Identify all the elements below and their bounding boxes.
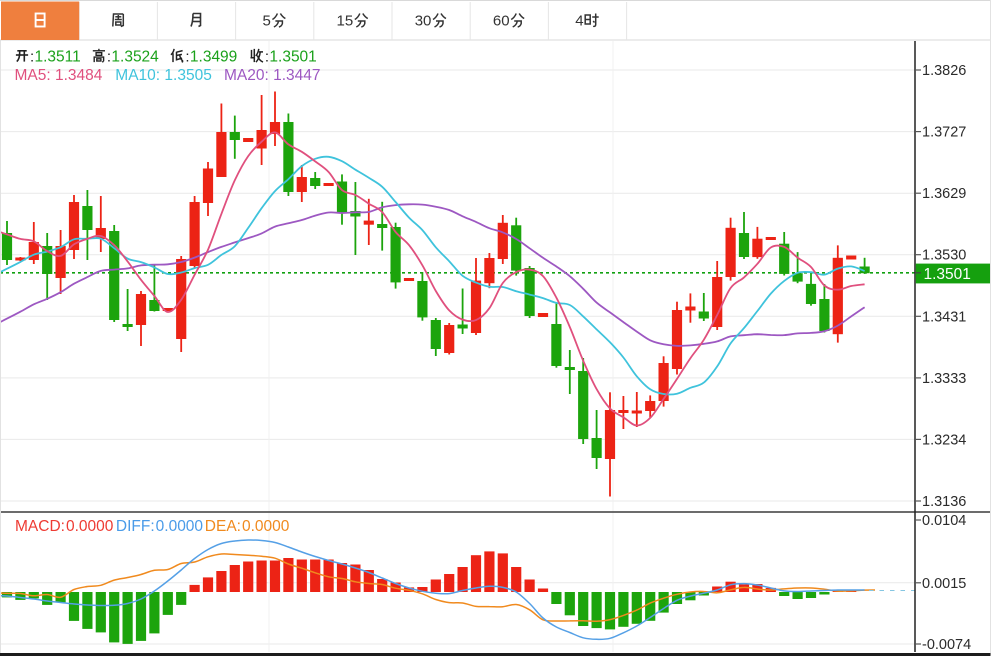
svg-text::: : (265, 49, 269, 66)
svg-text:MA10: 1.3505: MA10: 1.3505 (115, 67, 212, 84)
svg-text::: : (30, 49, 34, 66)
svg-text:1.3136: 1.3136 (922, 494, 966, 510)
svg-text:1.3524: 1.3524 (111, 49, 159, 66)
svg-text::: : (185, 49, 189, 66)
svg-text:0.0104: 0.0104 (922, 513, 966, 529)
svg-text:MA20: 1.3447: MA20: 1.3447 (224, 67, 321, 84)
svg-text:1.3727: 1.3727 (922, 125, 966, 141)
svg-text:-0.0074: -0.0074 (922, 637, 971, 653)
svg-text:1.3530: 1.3530 (922, 248, 966, 264)
svg-text:15: 15 (337, 13, 354, 30)
svg-text:1.3431: 1.3431 (922, 309, 966, 325)
svg-text:30: 30 (415, 13, 432, 30)
svg-text::: : (107, 49, 111, 66)
svg-text:1.3333: 1.3333 (922, 371, 966, 387)
svg-text:1.3499: 1.3499 (190, 49, 237, 66)
svg-text:1.3501: 1.3501 (924, 266, 971, 283)
svg-text:1.3234: 1.3234 (922, 432, 966, 448)
svg-text:MA5: 1.3484: MA5: 1.3484 (15, 67, 103, 84)
svg-text:1.3826: 1.3826 (922, 63, 966, 79)
svg-text:DIFF:0.0000: DIFF:0.0000 (116, 518, 204, 535)
svg-text:MACD:0.0000: MACD:0.0000 (15, 518, 114, 535)
svg-text:DEA:0.0000: DEA:0.0000 (205, 518, 290, 535)
svg-text:1.3629: 1.3629 (922, 186, 966, 202)
svg-text:1.3511: 1.3511 (35, 49, 81, 66)
svg-text:1.3501: 1.3501 (269, 49, 316, 66)
svg-text:0.0015: 0.0015 (922, 576, 966, 592)
svg-text:4: 4 (575, 13, 583, 30)
svg-text:60: 60 (493, 13, 510, 30)
svg-text:5: 5 (263, 13, 271, 30)
